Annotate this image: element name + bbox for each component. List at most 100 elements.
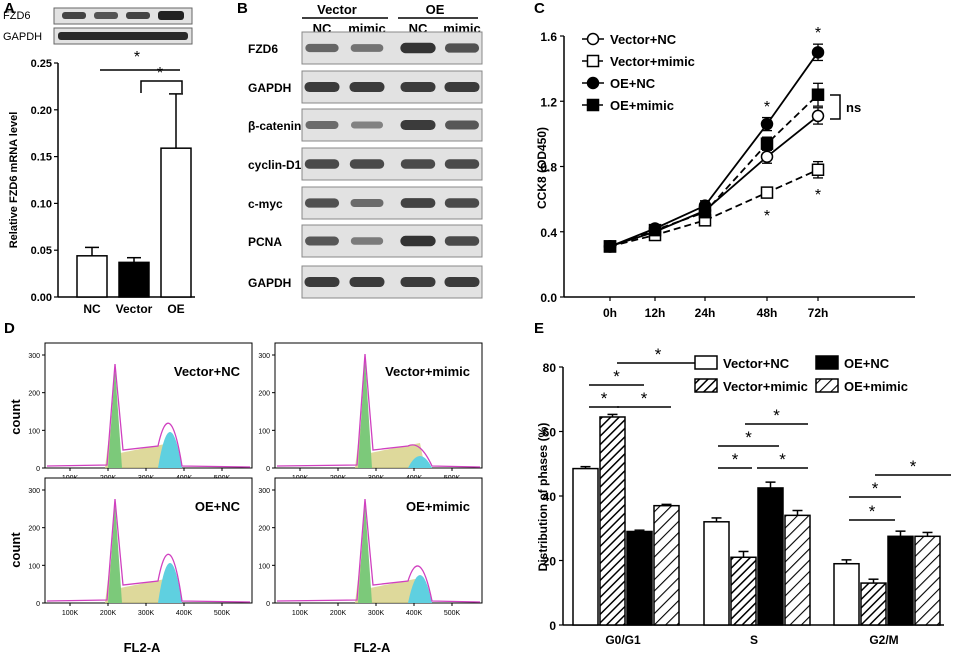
y-tick-label: 1.6 xyxy=(540,30,557,44)
y-tick-label: 20 xyxy=(543,555,557,569)
legend-label: OE+NC xyxy=(844,356,890,371)
y-tick-label: 0 xyxy=(36,601,40,608)
y-tick-label: 0 xyxy=(266,466,270,473)
y-tick-label: 200 xyxy=(28,391,40,398)
legend-swatch xyxy=(694,355,718,370)
legend-label: Vector+mimic xyxy=(723,379,808,394)
sig-star: * xyxy=(764,208,770,225)
x-tick-label: 400K xyxy=(406,610,423,617)
data-point xyxy=(811,88,825,101)
legend-label: Vector+NC xyxy=(610,32,677,47)
blot-a-band xyxy=(58,32,188,40)
blot-band xyxy=(350,199,384,207)
x-tick-label: 200K xyxy=(330,610,347,617)
blot-band xyxy=(305,43,339,53)
legend-label: Vector+mimic xyxy=(610,54,695,69)
series-line xyxy=(609,94,819,248)
histogram-g1-peak xyxy=(358,503,372,603)
blot-band xyxy=(400,159,436,169)
legend-marker xyxy=(586,32,600,46)
blot-band xyxy=(445,120,479,130)
panel-a-blot: FZD6 GAPDH xyxy=(3,7,193,45)
panel-label-a: A xyxy=(4,0,15,17)
blot-a-strip xyxy=(53,7,193,25)
data-point xyxy=(760,137,774,150)
histogram-g2-peak xyxy=(158,563,182,603)
x-tick-label: 100K xyxy=(292,610,309,617)
blot-row-label: PCNA xyxy=(248,235,282,249)
chart-e: 0 20 40 60 80 Distribution of phases (%) G0/G1… xyxy=(536,345,951,647)
sig-star: * xyxy=(910,457,917,476)
y-tick-label: 100 xyxy=(28,563,40,570)
x-tick-label: 500K xyxy=(214,610,231,617)
blot-band xyxy=(350,237,384,245)
y-tick-label: 0 xyxy=(549,619,556,633)
data-point xyxy=(811,163,825,177)
blot-band xyxy=(400,198,436,208)
blot-band xyxy=(304,81,340,93)
legend-swatch xyxy=(694,378,718,393)
y-tick-label: 200 xyxy=(258,391,270,398)
blot-band xyxy=(444,236,480,246)
y-tick-label: 300 xyxy=(258,353,270,360)
histogram-frame xyxy=(274,477,483,604)
blot-a-band xyxy=(94,12,118,19)
blot-band xyxy=(444,276,480,288)
histogram-g2-peak xyxy=(158,432,182,468)
blot-row-label: c-myc xyxy=(248,197,283,211)
bar xyxy=(833,562,860,626)
y-tick-label: 200 xyxy=(258,526,270,533)
blot-band xyxy=(349,159,385,169)
histogram-s-phase xyxy=(355,563,425,603)
panel-label-e: E xyxy=(534,320,544,337)
blot-band xyxy=(349,81,385,93)
x-tick-label: 300K xyxy=(368,610,385,617)
histogram-title: Vector+NC xyxy=(174,364,241,379)
histogram-g1-peak xyxy=(108,368,122,468)
histogram-4: 0 100 200 300 100K 200K 300K 400K 500K OE+mimic xyxy=(258,477,483,617)
blot-band xyxy=(350,121,384,129)
x-tick-label: 0h xyxy=(603,306,617,320)
blot-band xyxy=(349,276,385,288)
histogram-g2-peak xyxy=(408,575,432,603)
blot-band xyxy=(304,159,340,169)
panel-b-blot: Vector OE NC mimic NC mimic FZD6GAPDHβ-c… xyxy=(248,2,483,299)
bar xyxy=(730,556,757,626)
data-point xyxy=(760,186,774,199)
histogram-3: 0 100 200 300 100K 200K 300K 400K 500K OE+NC xyxy=(28,477,253,617)
ns-label: ns xyxy=(846,100,861,115)
bar xyxy=(653,504,680,626)
y-tick-label: 0.25 xyxy=(31,58,52,70)
y-tick-label: 40 xyxy=(543,490,557,504)
blot-a-row-label: GAPDH xyxy=(3,31,42,43)
data-point xyxy=(603,240,617,253)
data-point xyxy=(648,223,662,237)
count-label-top: count xyxy=(8,399,23,435)
data-point xyxy=(760,117,774,131)
sig-star: * xyxy=(764,99,770,116)
blot-row-label: GAPDH xyxy=(248,276,291,290)
legend-label: OE+mimic xyxy=(610,98,674,113)
legend-marker xyxy=(586,54,600,68)
x-tick-label: G0/G1 xyxy=(605,633,641,647)
y-tick-label: 300 xyxy=(28,353,40,360)
blot-row-label: GAPDH xyxy=(248,81,291,95)
blot-band xyxy=(444,159,480,169)
legend-label: OE+NC xyxy=(610,76,656,91)
histogram-1: 0100200300100K200K300K400K500KVector+NC xyxy=(28,342,253,482)
sig-star: * xyxy=(773,406,780,425)
data-point xyxy=(811,109,825,123)
bar xyxy=(784,514,811,626)
blot-band xyxy=(400,119,436,131)
data-point xyxy=(698,205,712,219)
blot-a-row-label: FZD6 xyxy=(3,10,31,22)
y-tick-label: 0 xyxy=(36,466,40,473)
group-header-vector: Vector xyxy=(317,2,357,17)
bar-oe xyxy=(160,147,192,298)
blot-a-band xyxy=(62,12,86,19)
panel-label-d: D xyxy=(4,320,15,337)
blot-a-band xyxy=(126,12,150,19)
x-tick-label: S xyxy=(750,633,758,647)
y-tick-label: 0.15 xyxy=(31,152,52,164)
